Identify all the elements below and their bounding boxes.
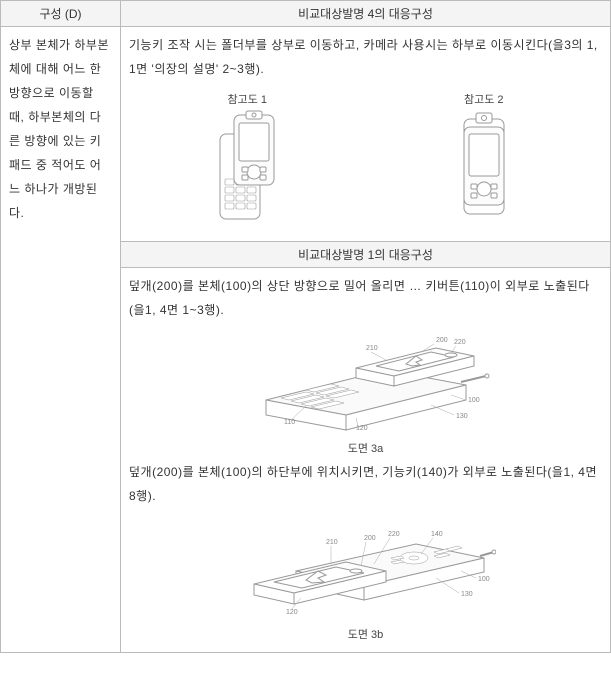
sec4-cell: 기능키 조작 시는 폴더부를 상부로 이동하고, 카메라 사용시는 하부로 이동…: [121, 27, 611, 242]
phone-icon-1: [212, 109, 282, 229]
svg-text:220: 220: [454, 339, 466, 346]
sec1-p2: 덮개(200)를 본체(100)의 하단부에 위치시키면, 기능키(140)가 …: [129, 460, 602, 508]
sec4-text: 기능키 조작 시는 폴더부를 상부로 이동하고, 카메라 사용시는 하부로 이동…: [129, 33, 602, 81]
svg-text:100: 100: [478, 576, 490, 583]
ref-fig-2: 참고도 2: [449, 91, 519, 229]
device-3b-icon: 210 200 220 140 100 130 120: [236, 516, 496, 626]
svg-text:200: 200: [364, 535, 376, 542]
svg-text:220: 220: [388, 531, 400, 538]
header-right-4: 비교대상발명 4의 대응구성: [121, 1, 611, 27]
ref-fig-1: 참고도 1: [212, 91, 282, 229]
svg-text:110: 110: [284, 419, 295, 426]
device-3a-icon: 200 220 210 100 130 110 120: [236, 330, 496, 440]
sec4-figures: 참고도 1: [129, 91, 602, 229]
fig-3b-wrap: 210 200 220 140 100 130 120: [129, 516, 602, 642]
svg-text:130: 130: [461, 591, 473, 598]
ref-fig-2-label: 참고도 2: [464, 91, 504, 107]
svg-text:210: 210: [366, 345, 378, 352]
sec1-cell: 덮개(200)를 본체(100)의 상단 방향으로 밀어 올리면 … 키버튼(1…: [121, 268, 611, 653]
fig-3b-label: 도면 3b: [348, 626, 384, 642]
svg-text:130: 130: [456, 413, 468, 420]
fig-3a-wrap: 200 220 210 100 130 110 120: [129, 330, 602, 456]
header-right-1: 비교대상발명 1의 대응구성: [121, 242, 611, 268]
comparison-table: 구성 (D) 비교대상발명 4의 대응구성 상부 본체가 하부본체에 대해 어느…: [0, 0, 611, 653]
svg-text:120: 120: [286, 609, 298, 616]
header-left: 구성 (D): [1, 1, 121, 27]
svg-text:140: 140: [431, 531, 443, 538]
svg-text:100: 100: [468, 397, 480, 404]
config-d-text: 상부 본체가 하부본체에 대해 어느 한 방향으로 이동할 때, 하부본체의 다…: [1, 27, 121, 653]
fig-3a-label: 도면 3a: [348, 440, 384, 456]
sec1-p1: 덮개(200)를 본체(100)의 상단 방향으로 밀어 올리면 … 키버튼(1…: [129, 274, 602, 322]
ref-fig-1-label: 참고도 1: [227, 91, 267, 107]
phone-icon-2: [449, 109, 519, 229]
svg-text:210: 210: [326, 539, 338, 546]
svg-text:200: 200: [436, 337, 448, 344]
